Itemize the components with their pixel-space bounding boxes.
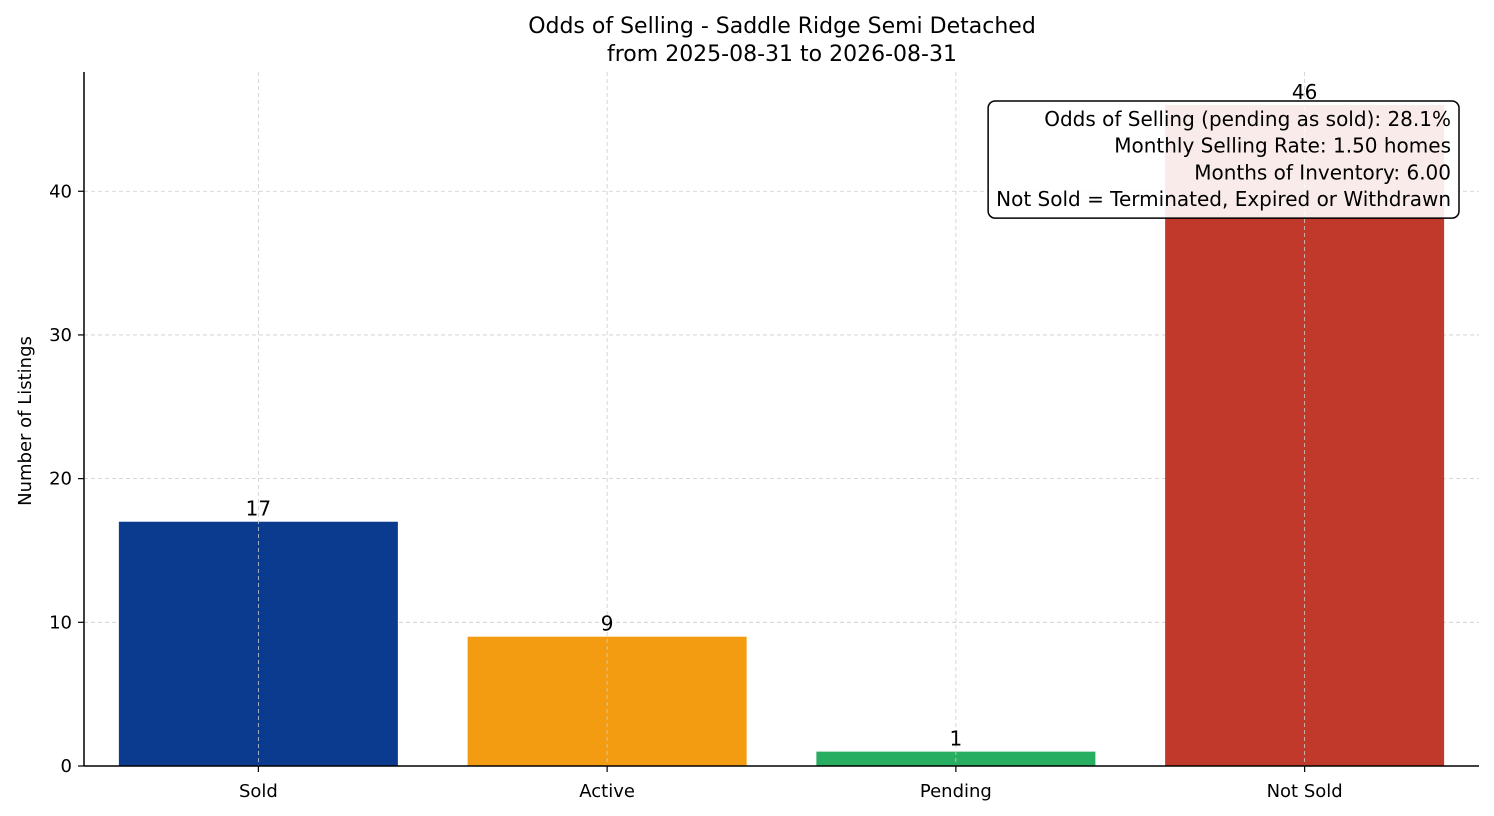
annotation-line: Odds of Selling (pending as sold): 28.1%: [1044, 107, 1451, 131]
x-tick-label: Sold: [239, 781, 278, 802]
bar-value-label: 17: [246, 497, 271, 521]
bar-value-label: 9: [601, 612, 614, 636]
annotation-line: Months of Inventory: 6.00: [1194, 160, 1451, 184]
chart-title: Odds of Selling - Saddle Ridge Semi Deta…: [528, 14, 1036, 39]
chart-subtitle: from 2025-08-31 to 2026-08-31: [607, 42, 957, 67]
axes: 0 10 20 30 40 Sold Active Pending Not Sold: [49, 72, 1479, 802]
x-tick-label: Pending: [920, 781, 992, 802]
y-tick-label: 10: [49, 612, 72, 633]
annotation-box: Odds of Selling (pending as sold): 28.1%…: [987, 100, 1460, 219]
annotation-line: Not Sold = Terminated, Expired or Withdr…: [996, 187, 1451, 211]
bar-value-label: 1: [950, 727, 963, 751]
y-tick-label: 20: [49, 469, 72, 490]
x-tick-label: Active: [579, 781, 635, 802]
annotation-line: Monthly Selling Rate: 1.50 homes: [1114, 134, 1451, 158]
bar-value-label: 46: [1292, 80, 1317, 104]
annotation-frame: [987, 100, 1460, 219]
x-tick-label: Not Sold: [1267, 781, 1343, 802]
y-axis-label: Number of Listings: [15, 336, 36, 506]
data-labels: 17 9 1 46: [246, 80, 1318, 751]
y-tick-label: 40: [49, 181, 72, 202]
y-tick-label: 30: [49, 325, 72, 346]
y-tick-label: 0: [61, 756, 72, 777]
